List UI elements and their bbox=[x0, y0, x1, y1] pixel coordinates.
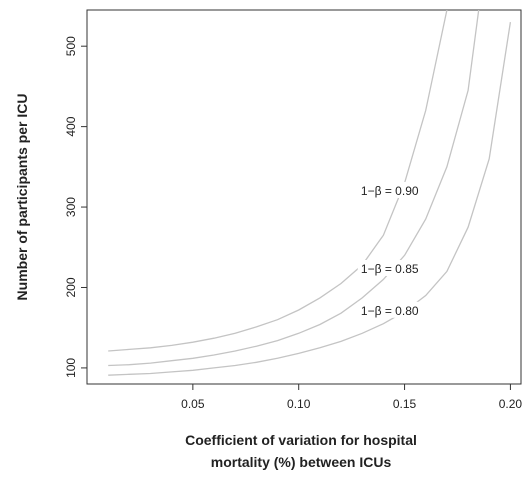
x-axis-title-line-1: Coefficient of variation for hospital bbox=[185, 432, 417, 448]
y-tick-label-2: 300 bbox=[64, 197, 78, 217]
series-line-2 bbox=[108, 22, 512, 376]
x-tick-label-1: 0.10 bbox=[287, 397, 311, 411]
y-tick-label-1: 200 bbox=[64, 277, 78, 297]
curve-label-bg-2 bbox=[357, 301, 422, 318]
x-axis-title-line-2: mortality (%) between ICUs bbox=[211, 454, 392, 470]
series-group bbox=[108, 10, 512, 376]
plot-frame bbox=[86, 9, 522, 385]
series-line-1 bbox=[108, 10, 480, 367]
curve-label-bg-0 bbox=[357, 181, 422, 198]
y-axis: 100 200 300 400 500 bbox=[64, 36, 87, 378]
curve-label-1: 1−β = 0.85 bbox=[361, 262, 419, 276]
curve-labels: 1−β = 0.90 1−β = 0.85 1−β = 0.80 bbox=[357, 181, 422, 318]
y-tick-label-4: 500 bbox=[64, 36, 78, 56]
series-line-0 bbox=[108, 10, 448, 352]
curve-label-bg-1 bbox=[357, 259, 422, 276]
curve-label-0: 1−β = 0.90 bbox=[361, 184, 419, 198]
y-axis-title: Number of participants per ICU bbox=[14, 94, 30, 301]
curve-label-2: 1−β = 0.80 bbox=[361, 304, 419, 318]
x-tick-label-2: 0.15 bbox=[393, 397, 417, 411]
y-tick-label-0: 100 bbox=[64, 358, 78, 378]
y-tick-label-3: 400 bbox=[64, 116, 78, 136]
x-axis: 0.05 0.10 0.15 0.20 bbox=[181, 384, 522, 411]
x-tick-label-0: 0.05 bbox=[181, 397, 205, 411]
x-tick-label-3: 0.20 bbox=[499, 397, 523, 411]
